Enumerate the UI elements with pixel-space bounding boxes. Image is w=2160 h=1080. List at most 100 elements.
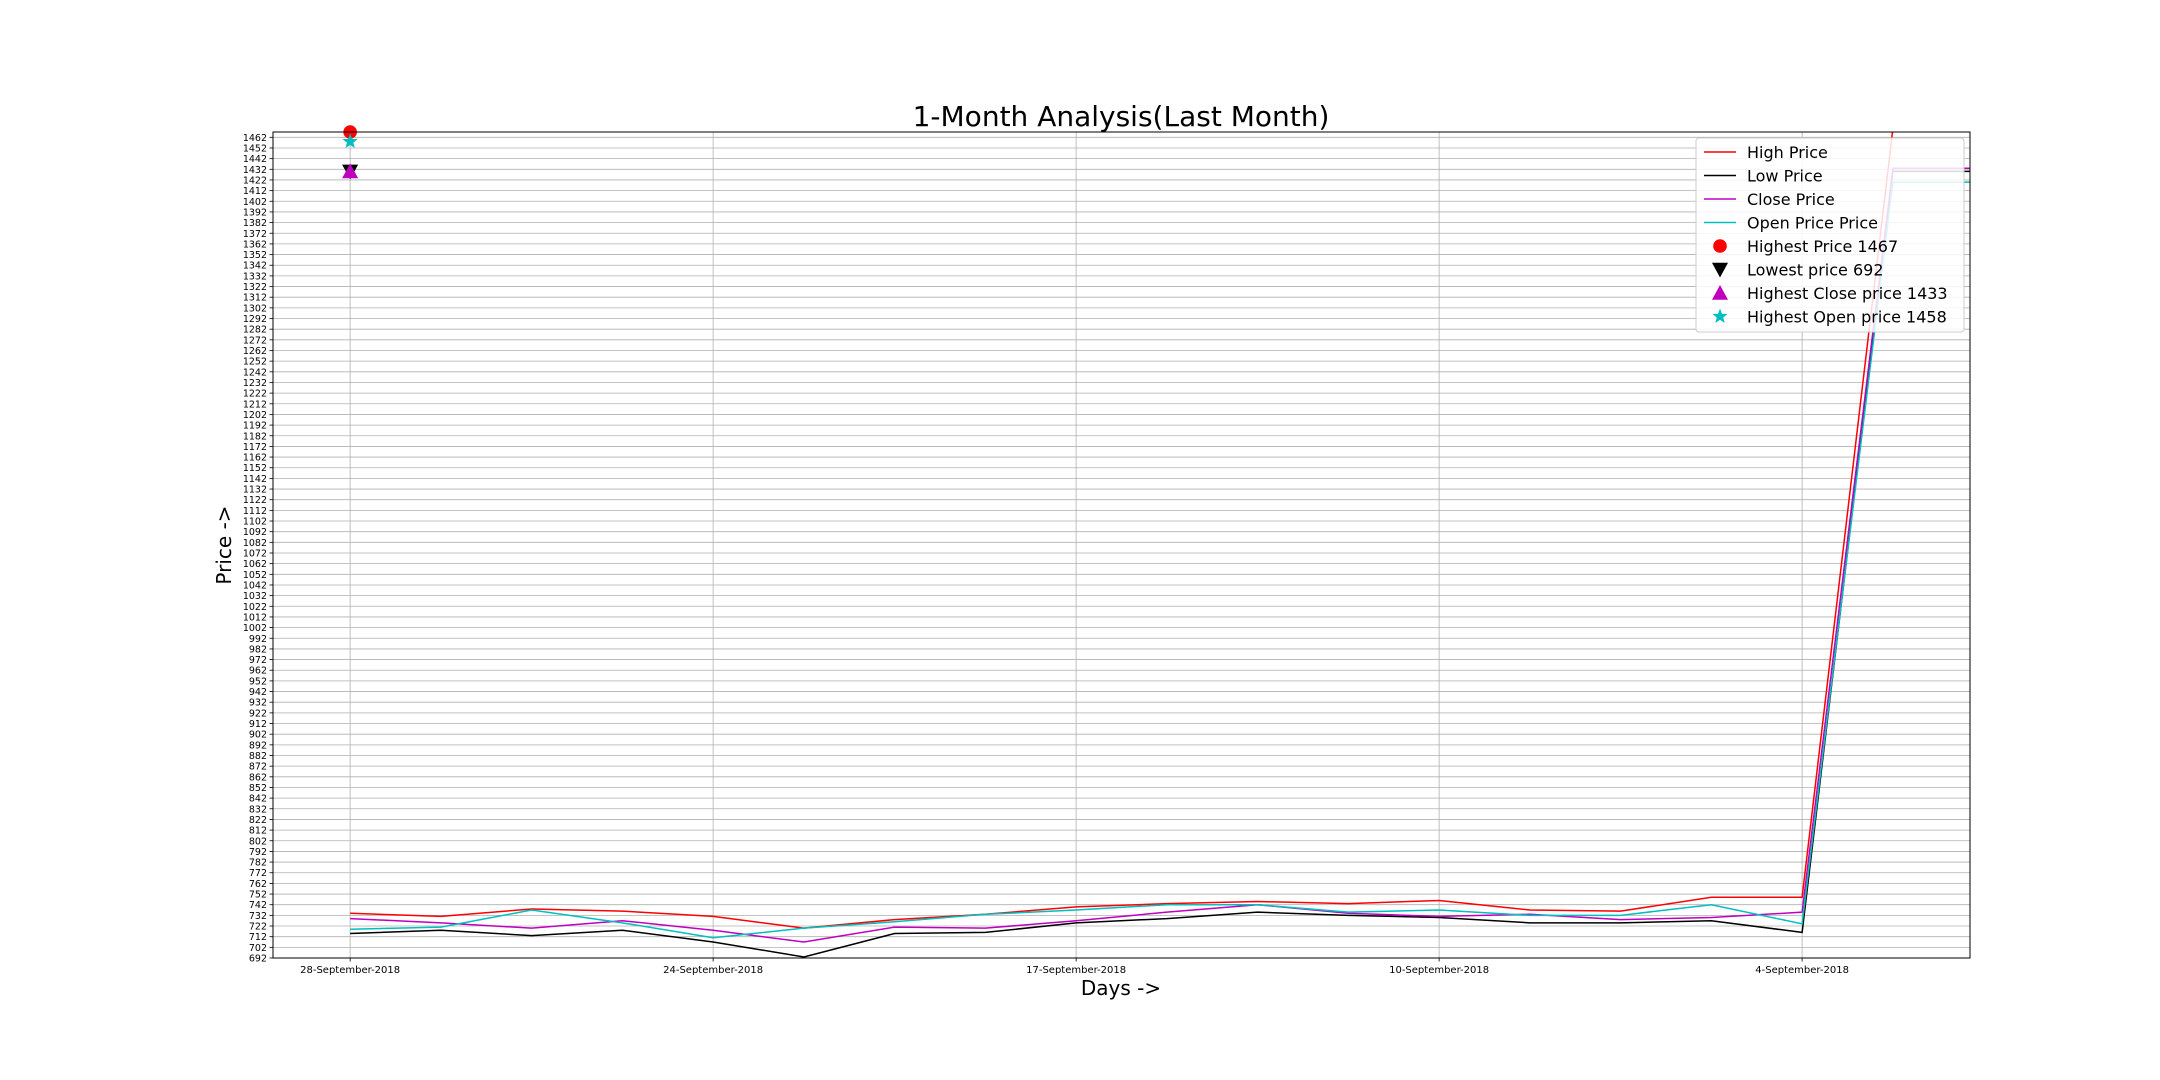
x-tick-label: 24-September-2018 [663,965,763,976]
y-tick-label: 742 [249,900,267,911]
legend-label: Close Price [1747,190,1835,209]
y-tick-label: 1202 [243,410,267,421]
y-tick-label: 932 [249,698,267,709]
legend-label: Lowest price 692 [1747,261,1884,280]
y-tick-label: 842 [249,794,267,805]
y-tick-label: 822 [249,815,267,826]
y-tick-label: 752 [249,890,267,901]
y-tick-label: 1372 [243,229,267,240]
series-line [350,132,1894,929]
y-tick-label: 692 [249,954,267,965]
legend-label: Highest Open price 1458 [1747,308,1947,327]
legend-box [1695,137,1965,333]
y-tick-label: 872 [249,762,267,773]
y-tick-label: 962 [249,666,267,677]
y-tick-label: 712 [249,932,267,943]
chart-title: 1-Month Analysis(Last Month) [913,100,1330,133]
y-tick-label: 1092 [243,527,267,538]
series-line [350,167,1970,943]
y-tick-label: 782 [249,858,267,869]
y-tick-label: 732 [249,911,267,922]
y-tick-label: 1062 [243,559,267,570]
y-tick-label: 1132 [243,485,267,496]
y-tick-label: 1422 [243,175,267,186]
y-tick-label: 892 [249,740,267,751]
y-tick-label: 802 [249,836,267,847]
legend-label: Open Price Price [1747,214,1878,233]
y-tick-label: 792 [249,847,267,858]
y-tick-label: 1112 [243,506,267,517]
plot-frame [272,131,1971,959]
y-tick-label: 812 [249,826,267,837]
y-tick-label: 772 [249,868,267,879]
y-tick-label: 882 [249,751,267,762]
y-axis-ticks: 6927027127227327427527627727827928028128… [243,133,273,965]
y-tick-label: 1162 [243,453,267,464]
y-tick-label: 1262 [243,346,267,357]
y-tick-label: 1332 [243,271,267,282]
y-tick-label: 1442 [243,154,267,165]
y-tick-label: 1012 [243,612,267,623]
x-tick-label: 4-September-2018 [1755,965,1849,976]
y-tick-label: 1312 [243,293,267,304]
highlight-marker [342,133,358,149]
y-tick-label: 1432 [243,165,267,176]
y-tick-label: 1222 [243,389,267,400]
legend-label: Highest Close price 1433 [1747,284,1948,303]
x-tick-label: 10-September-2018 [1389,965,1489,976]
y-tick-label: 1342 [243,261,267,272]
y-tick-label: 902 [249,730,267,741]
legend-swatch [1713,239,1727,253]
y-tick-label: 1322 [243,282,267,293]
y-tick-label: 762 [249,879,267,890]
y-tick-label: 1362 [243,239,267,250]
y-tick-label: 1082 [243,538,267,549]
y-tick-label: 992 [249,634,267,645]
y-tick-label: 832 [249,804,267,815]
y-tick-label: 1402 [243,197,267,208]
highlight-marker [342,163,359,179]
legend-label: Low Price [1747,167,1823,186]
y-tick-label: 1002 [243,623,267,634]
y-tick-label: 1302 [243,303,267,314]
series-line [350,181,1970,939]
y-tick-label: 1242 [243,367,267,378]
y-tick-label: 702 [249,943,267,954]
y-tick-label: 952 [249,676,267,687]
y-tick-label: 1232 [243,378,267,389]
y-tick-label: 1272 [243,335,267,346]
y-tick-label: 1352 [243,250,267,261]
y-tick-label: 1142 [243,474,267,485]
y-tick-label: 1252 [243,357,267,368]
x-axis-ticks: 28-September-2018 24-September-2018 17-Sep… [300,958,1849,976]
x-axis-label: Days -> [1081,976,1161,1000]
y-tick-label: 1152 [243,463,267,474]
y-tick-label: 1412 [243,186,267,197]
y-tick-label: 1392 [243,207,267,218]
y-tick-label: 1292 [243,314,267,325]
y-tick-label: 1172 [243,442,267,453]
y-tick-label: 1032 [243,591,267,602]
y-tick-label: 912 [249,719,267,730]
y-tick-label: 1122 [243,495,267,506]
y-tick-label: 1182 [243,431,267,442]
y-tick-label: 1052 [243,570,267,581]
series-lines [350,132,1970,958]
y-tick-label: 922 [249,708,267,719]
y-tick-label: 1072 [243,548,267,559]
y-tick-label: 1462 [243,133,267,144]
x-tick-label: 17-September-2018 [1026,965,1126,976]
legend: High Price Low Price Close Price Open Price… [1695,137,1965,333]
y-tick-label: 972 [249,655,267,666]
y-tick-label: 982 [249,644,267,655]
y-tick-label: 1102 [243,517,267,528]
legend-label: High Price [1747,143,1828,162]
y-tick-label: 722 [249,922,267,933]
y-tick-label: 1192 [243,421,267,432]
x-tick-label: 28-September-2018 [300,965,400,976]
legend-swatch [1712,285,1728,300]
y-tick-label: 1022 [243,602,267,613]
y-tick-label: 1382 [243,218,267,229]
y-tick-label: 1212 [243,399,267,410]
